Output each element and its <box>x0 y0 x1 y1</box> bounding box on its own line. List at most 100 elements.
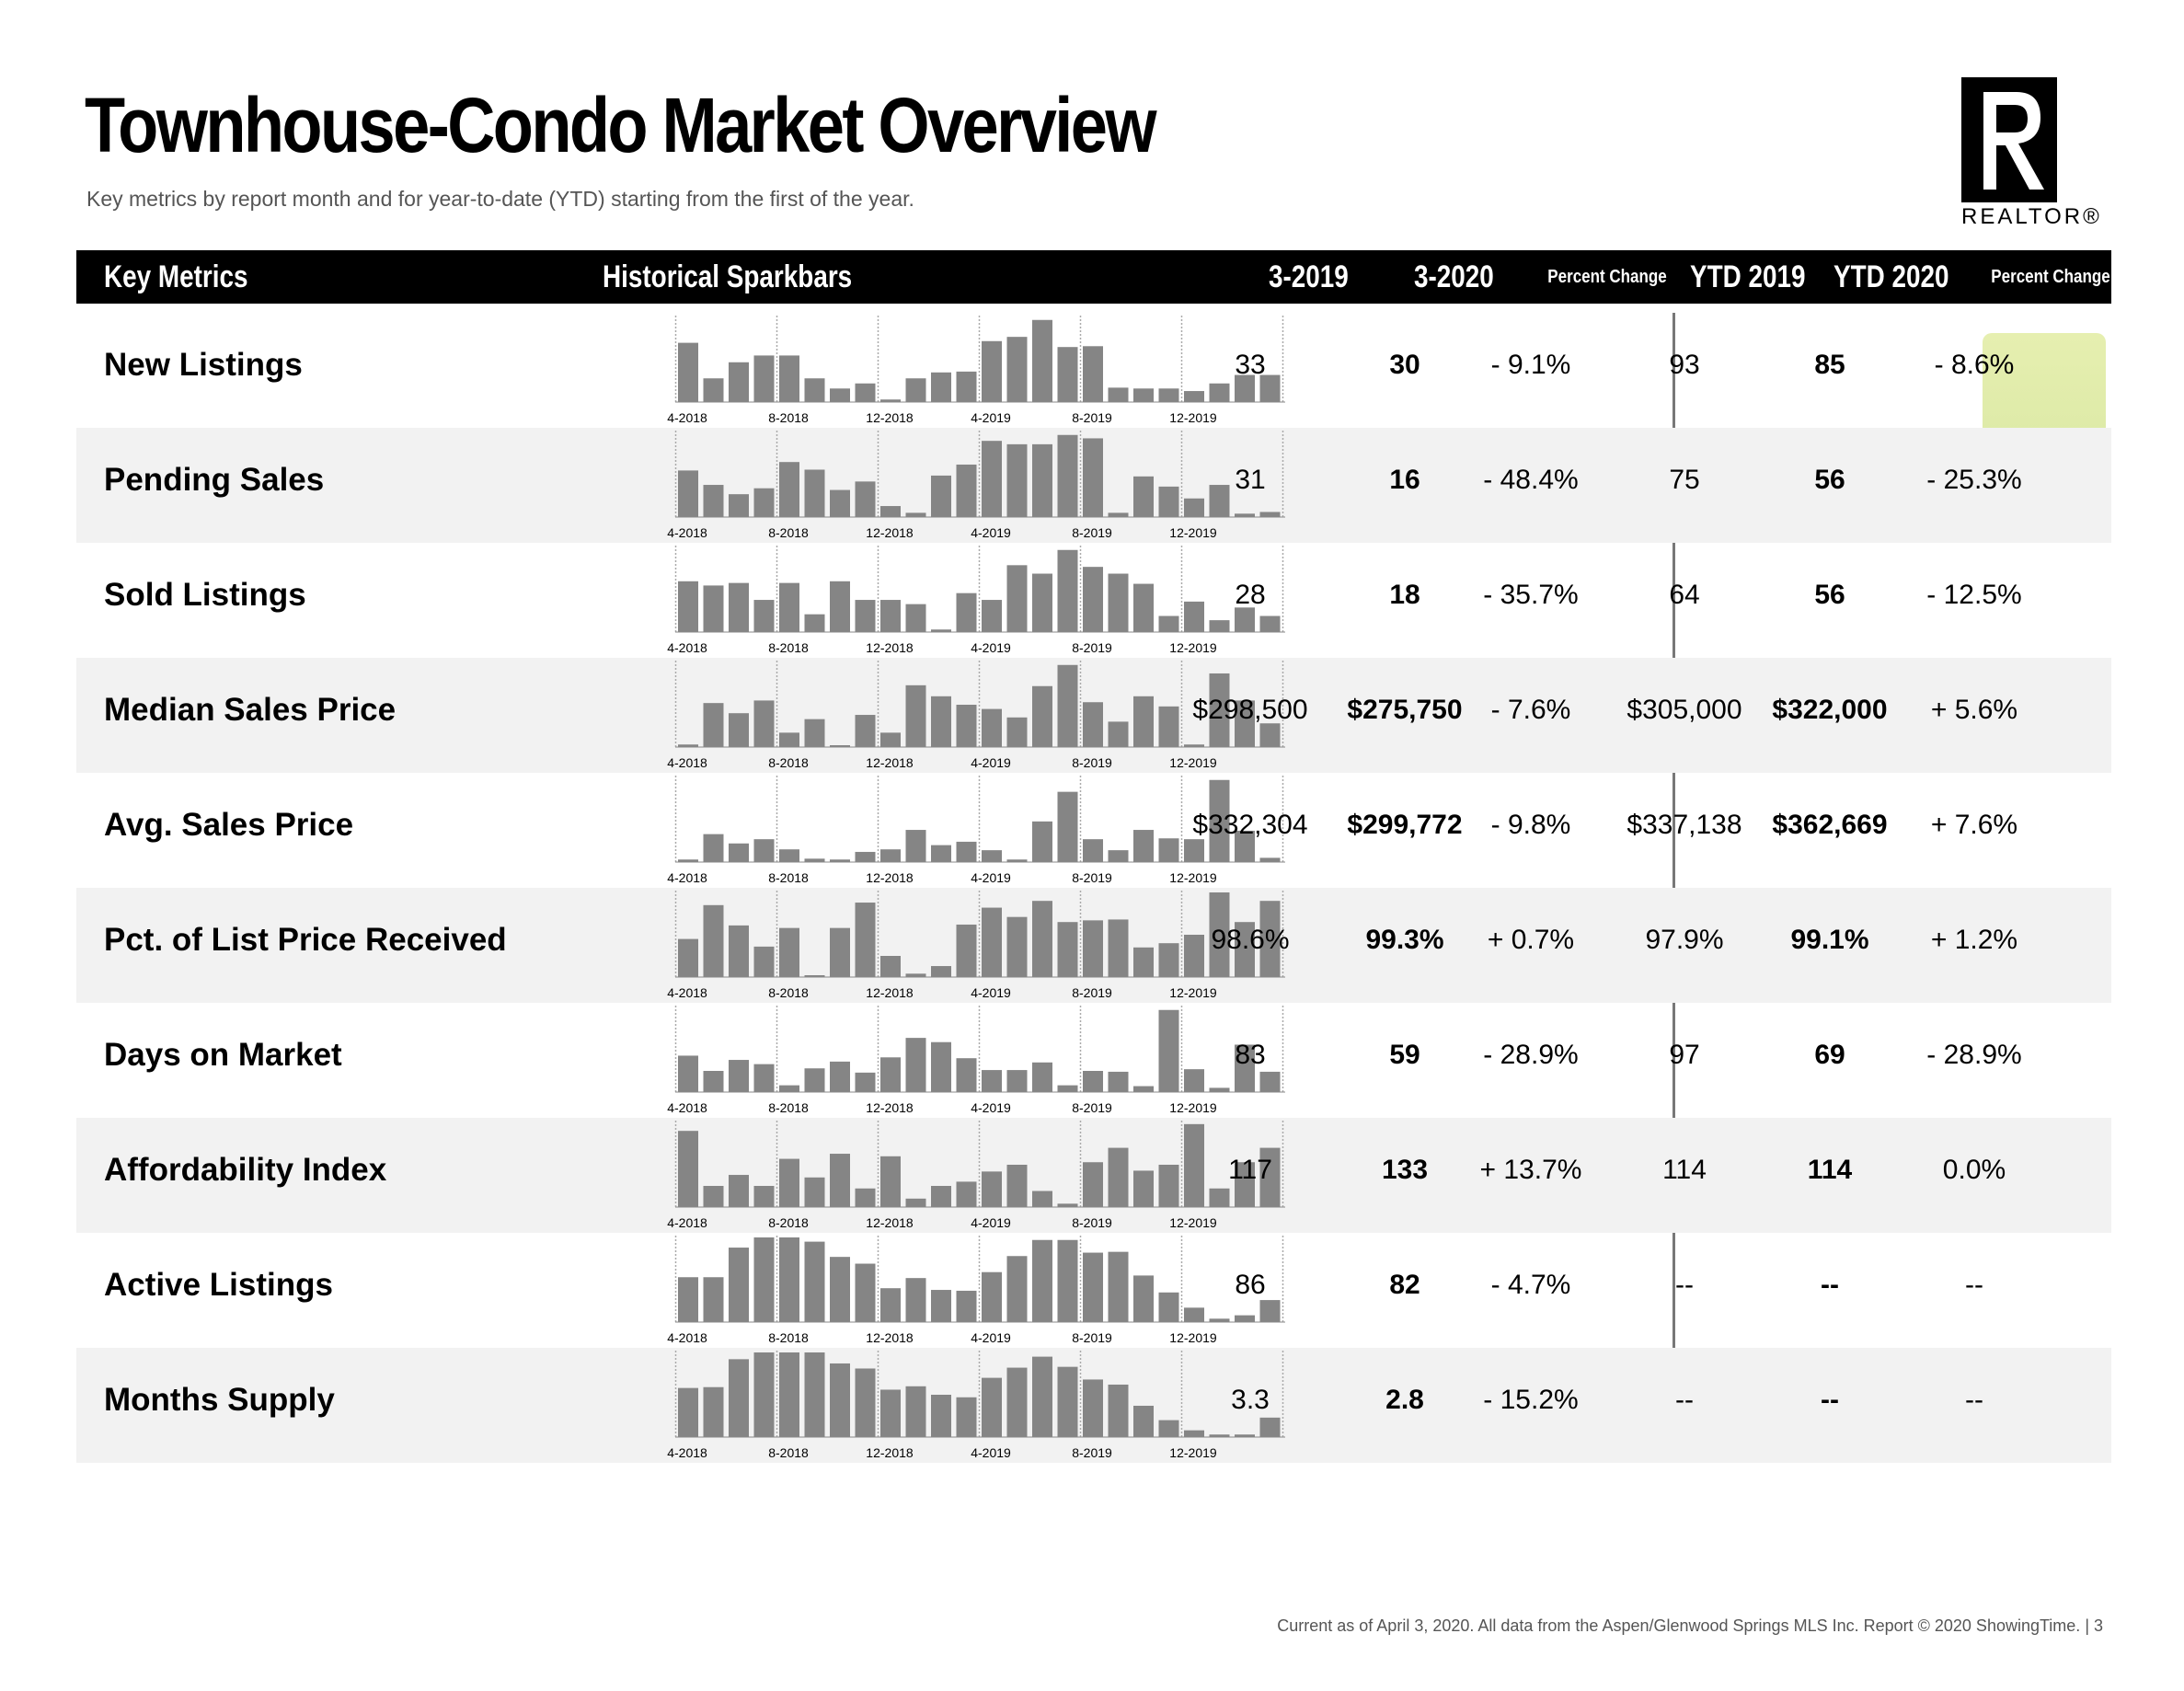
sparkbar <box>1158 486 1179 517</box>
sparkbar <box>779 849 799 862</box>
value-ytd-percent-change: -- <box>1965 1270 1983 1300</box>
sparkbar <box>1057 347 1078 402</box>
value-percent-change: + 0.7% <box>1487 925 1575 955</box>
sparkbar-tick-label: 4-2018 <box>667 755 707 770</box>
sparkbar-tick-label: 12-2018 <box>866 640 914 655</box>
metric-row-affordability-index: Affordability Index 4-2018 8-2018 12-2018 4-… <box>76 1118 2111 1233</box>
sparkbar <box>1158 615 1179 632</box>
metric-label: Avg. Sales Price <box>104 807 354 843</box>
sparkbar <box>703 1186 724 1207</box>
sparkbar-tick-label: 8-2018 <box>768 1215 809 1230</box>
sparkbar <box>1184 601 1204 632</box>
sparkbar <box>880 956 901 977</box>
sparkbar-tick-label: 8-2019 <box>1072 640 1112 655</box>
footer-note: Current as of April 3, 2020. All data fr… <box>1277 1616 2103 1635</box>
value-3-2019: 28 <box>1235 580 1266 610</box>
value-percent-change: - 15.2% <box>1483 1385 1579 1415</box>
page-subtitle: Key metrics by report month and for year… <box>86 187 914 211</box>
sparkbar <box>779 355 799 402</box>
sparkbar-tick-label: 12-2018 <box>866 985 914 1000</box>
realtor-logo-mark <box>1961 77 2057 202</box>
value-ytd-2019: 114 <box>1662 1155 1707 1185</box>
sparkbar <box>1259 374 1281 402</box>
sparkbar <box>956 841 977 862</box>
sparkbar <box>1006 717 1028 747</box>
sparkbar-tick-label: 12-2019 <box>1169 410 1217 425</box>
sparkbar-tick-label: 8-2019 <box>1072 755 1112 770</box>
sparkbar <box>1209 779 1230 862</box>
sparkbar <box>855 1072 876 1092</box>
sparkbar <box>1108 1071 1129 1092</box>
sparkbar-tick-label: 8-2018 <box>768 525 809 540</box>
sparkbar-tick-label: 8-2019 <box>1072 1445 1112 1460</box>
sparkbar <box>1006 1070 1028 1092</box>
sparkbar <box>1133 947 1154 977</box>
sparkbar <box>1083 920 1103 977</box>
sparkbar <box>1006 443 1028 517</box>
value-percent-change: + 13.7% <box>1479 1155 1582 1185</box>
value-percent-change: - 35.7% <box>1483 580 1579 610</box>
sparkbar <box>855 1263 876 1322</box>
sparkbar <box>703 703 724 747</box>
sparkbar <box>703 1071 724 1092</box>
metric-label: Months Supply <box>104 1382 335 1418</box>
sparkbar <box>779 732 799 747</box>
value-percent-change: - 4.7% <box>1490 1270 1571 1300</box>
sparkbar <box>1133 1405 1154 1437</box>
sparkbar <box>830 859 850 862</box>
sparkbar <box>956 1058 977 1092</box>
sparkbar <box>1235 830 1255 862</box>
sparkbar-tick-label: 8-2019 <box>1072 985 1112 1000</box>
sparkbar <box>678 1131 698 1207</box>
sparkbar <box>1259 512 1281 517</box>
sparkbar <box>1006 1165 1028 1207</box>
sparkbar <box>880 600 901 632</box>
sparkbar <box>678 1277 698 1322</box>
sparkbar <box>1006 337 1028 402</box>
sparkbar-tick-label: 4-2019 <box>971 410 1011 425</box>
sparkbar <box>804 1352 825 1437</box>
sparkbar <box>982 340 1002 402</box>
sparkbar <box>779 1085 799 1092</box>
sparkbar <box>1108 721 1129 747</box>
value-3-2020: $275,750 <box>1347 695 1463 725</box>
sparkbar <box>1108 1251 1129 1322</box>
sparkbar-tick-label: 4-2019 <box>971 1445 1011 1460</box>
sparkbar <box>1032 443 1052 517</box>
sparkbar-tick-label: 12-2019 <box>1169 525 1217 540</box>
sparkbar <box>830 489 850 517</box>
sparkbar-tick-label: 12-2019 <box>1169 985 1217 1000</box>
sparkbar <box>1235 374 1255 402</box>
sparkbar <box>729 582 749 632</box>
sparkbar <box>703 1386 724 1437</box>
sparkbar <box>753 1352 775 1437</box>
sparkbar-tick-label: 4-2019 <box>971 1215 1011 1230</box>
value-ytd-2020: 56 <box>1814 465 1845 495</box>
sparkbar <box>931 1395 951 1437</box>
sparkbar-tick-label: 4-2019 <box>971 755 1011 770</box>
metric-label: Days on Market <box>104 1037 342 1073</box>
sparkbar <box>779 462 799 517</box>
header-ytd-2019: YTD 2019 <box>1690 259 1806 294</box>
value-ytd-percent-change: -- <box>1965 1385 1983 1415</box>
sparkbar <box>880 1057 901 1092</box>
metric-row-days-on-market: Days on Market 4-2018 8-2018 12-2018 4-2019 8… <box>76 1003 2111 1118</box>
sparkbar <box>1209 485 1230 517</box>
sparkbar-tick-label: 4-2019 <box>971 1100 1011 1115</box>
sparkbar-tick-label: 4-2018 <box>667 525 707 540</box>
sparkbar <box>1133 830 1154 862</box>
sparkbar <box>855 1368 876 1437</box>
value-ytd-percent-change: - 12.5% <box>1926 580 2022 610</box>
sparkbar <box>1184 839 1204 862</box>
realtor-r-icon <box>1983 92 2044 190</box>
sparkbar-tick-label: 12-2018 <box>866 525 914 540</box>
sparkbar <box>1133 1086 1154 1092</box>
metric-row-avg-sales-price: Avg. Sales Price 4-2018 8-2018 12-2018 4-201… <box>76 773 2111 888</box>
sparkbar <box>1158 1420 1179 1437</box>
sparkbar <box>1057 1366 1078 1437</box>
sparkbar <box>779 582 799 632</box>
sparkbar <box>753 355 775 402</box>
value-ytd-2019: 93 <box>1669 350 1700 380</box>
sparkbar <box>1083 438 1103 517</box>
sparkbar <box>1235 1162 1255 1207</box>
